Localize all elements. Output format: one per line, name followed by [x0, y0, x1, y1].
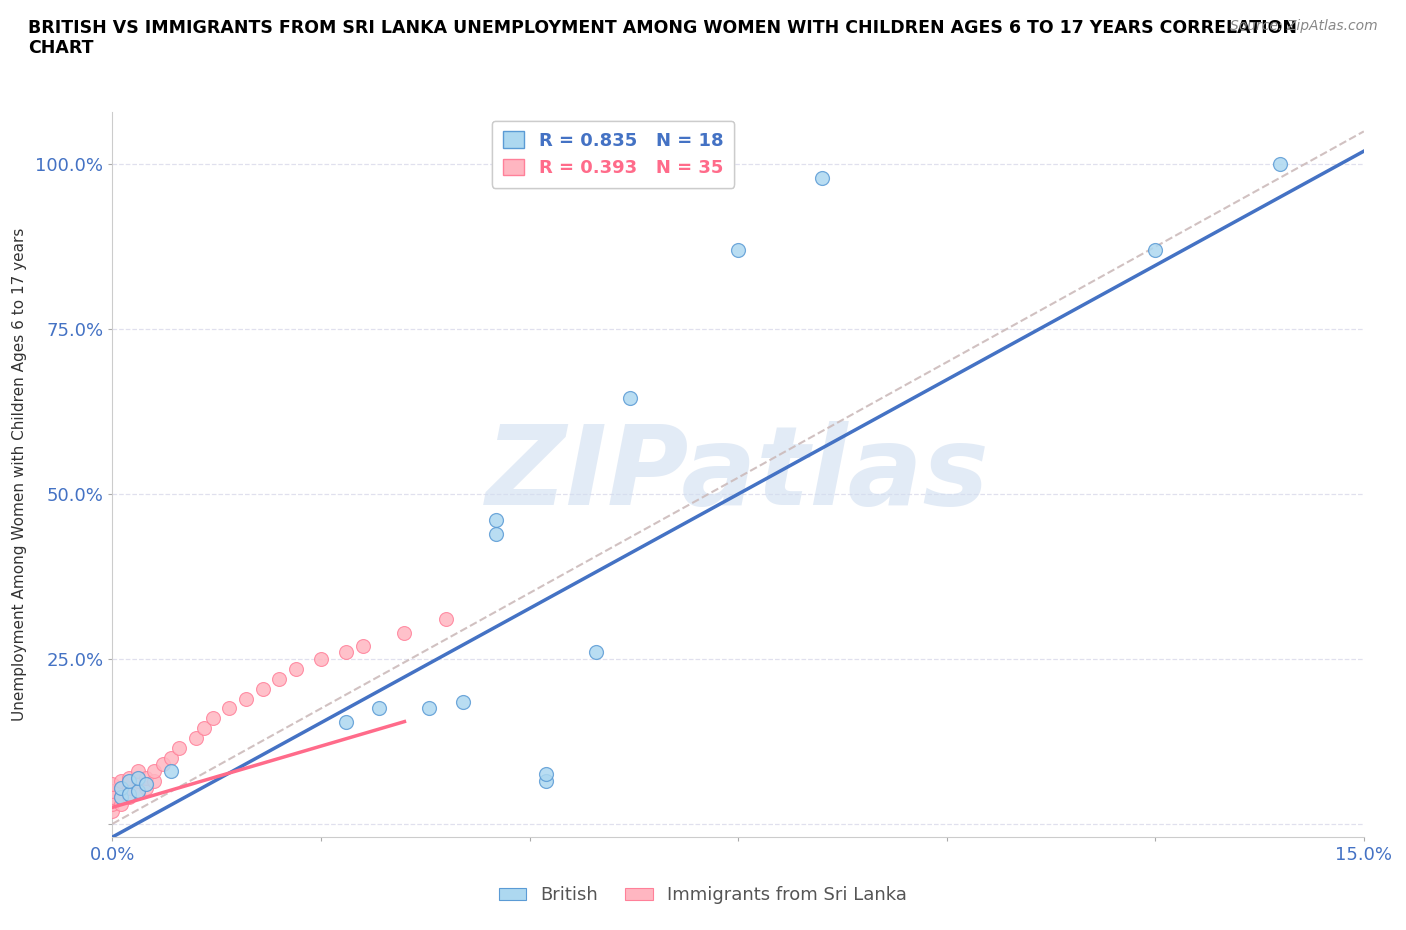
Point — [118, 770, 141, 785]
Point — [135, 777, 157, 791]
Text: ZIPatlas: ZIPatlas — [486, 420, 990, 528]
Point — [127, 783, 149, 798]
Point — [135, 770, 157, 785]
Point — [536, 767, 558, 782]
Point — [810, 170, 832, 185]
Point — [110, 780, 132, 795]
Point — [235, 691, 257, 706]
Point — [127, 770, 149, 785]
Text: BRITISH VS IMMIGRANTS FROM SRI LANKA UNEMPLOYMENT AMONG WOMEN WITH CHILDREN AGES: BRITISH VS IMMIGRANTS FROM SRI LANKA UNE… — [28, 19, 1298, 58]
Point — [143, 774, 166, 789]
Point — [110, 797, 132, 812]
Legend: British, Immigrants from Sri Lanka: British, Immigrants from Sri Lanka — [492, 879, 914, 911]
Point — [335, 644, 357, 659]
Point — [485, 513, 508, 528]
Y-axis label: Unemployment Among Women with Children Ages 6 to 17 years: Unemployment Among Women with Children A… — [13, 228, 27, 721]
Point — [335, 714, 357, 729]
Point — [485, 526, 508, 541]
Point — [201, 711, 224, 725]
Point — [135, 780, 157, 795]
Point — [127, 764, 149, 778]
Point — [118, 774, 141, 789]
Point — [368, 701, 391, 716]
Point — [727, 243, 749, 258]
Point — [160, 751, 183, 765]
Point — [110, 790, 132, 804]
Point — [285, 661, 308, 676]
Point — [101, 790, 124, 804]
Point — [118, 787, 141, 802]
Point — [184, 731, 207, 746]
Point — [101, 783, 124, 798]
Point — [269, 671, 291, 686]
Legend: R = 0.835   N = 18, R = 0.393   N = 35: R = 0.835 N = 18, R = 0.393 N = 35 — [492, 121, 734, 188]
Point — [394, 625, 416, 640]
Point — [152, 757, 174, 772]
Point — [110, 774, 132, 789]
Point — [434, 612, 457, 627]
Point — [143, 764, 166, 778]
Point — [101, 777, 124, 791]
Point — [127, 774, 149, 789]
Point — [352, 638, 374, 653]
Point — [127, 783, 149, 798]
Point — [118, 780, 141, 795]
Point — [110, 780, 132, 795]
Point — [1144, 243, 1167, 258]
Point — [536, 774, 558, 789]
Point — [451, 695, 474, 710]
Point — [160, 764, 183, 778]
Point — [101, 804, 124, 818]
Point — [118, 790, 141, 804]
Point — [110, 790, 132, 804]
Point — [619, 391, 641, 405]
Point — [252, 681, 274, 696]
Point — [418, 701, 440, 716]
Text: Source: ZipAtlas.com: Source: ZipAtlas.com — [1230, 19, 1378, 33]
Point — [309, 652, 332, 667]
Point — [585, 644, 607, 659]
Point — [1270, 157, 1292, 172]
Point — [218, 701, 240, 716]
Point — [167, 740, 190, 755]
Point — [193, 721, 215, 736]
Point — [101, 797, 124, 812]
